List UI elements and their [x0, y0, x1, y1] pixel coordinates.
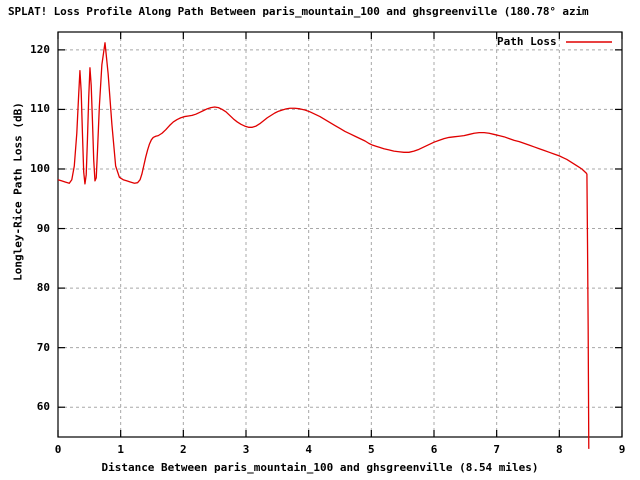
x-tick-label: 1 [117, 443, 124, 456]
series-line [57, 42, 588, 185]
x-tick-label: 8 [556, 443, 563, 456]
x-tick-label: 6 [430, 443, 438, 456]
legend-label-path-loss: Path Loss [497, 35, 557, 48]
x-tick-label: 7 [493, 443, 500, 456]
y-tick-label: 110 [30, 102, 50, 116]
y-tick-label: 120 [30, 42, 50, 56]
x-tick-label: 5 [368, 443, 375, 456]
plot-frame [57, 31, 623, 438]
axis-ticks [57, 32, 623, 437]
x-tick-label: 0 [54, 443, 62, 456]
x-tick-label: 9 [618, 443, 626, 456]
chart-title: SPLAT! Loss Profile Along Path Between p… [8, 5, 589, 18]
y-tick-label: 90 [36, 221, 50, 235]
y-tick-label: 70 [36, 340, 50, 354]
x-tick-label: 3 [242, 443, 250, 456]
y-tick-label: 80 [36, 281, 50, 295]
x-tick-label: 2 [180, 443, 187, 456]
y-tick-label: 100 [30, 161, 50, 175]
grid-lines [58, 32, 622, 437]
y-tick-label: 60 [36, 400, 50, 414]
x-axis-title: Distance Between paris_mountain_100 and … [101, 461, 539, 474]
x-tick-label: 4 [305, 443, 312, 456]
series-line-tail [586, 173, 590, 449]
data-series-path-loss [57, 42, 590, 449]
